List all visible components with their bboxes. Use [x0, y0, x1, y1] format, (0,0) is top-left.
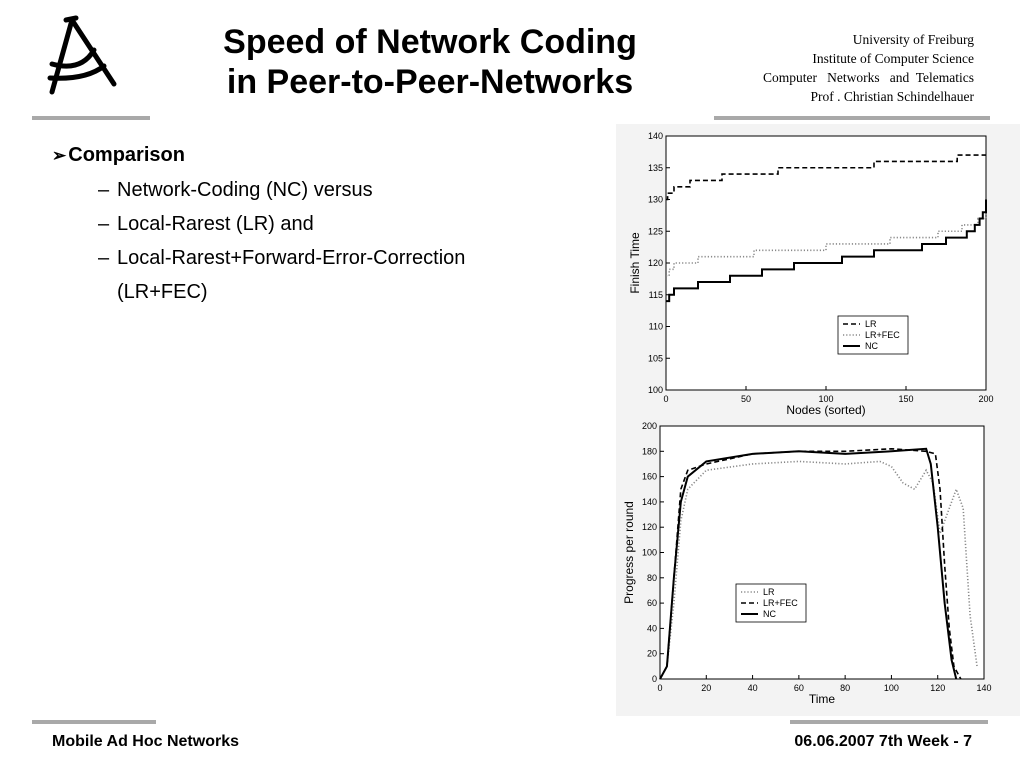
- x-tick-label: 20: [701, 683, 711, 693]
- y-tick-label: 20: [647, 649, 657, 659]
- x-tick-label: 100: [884, 683, 899, 693]
- x-tick-label: 40: [748, 683, 758, 693]
- institution-line: University of Freiburg: [852, 32, 974, 47]
- arrow-bullet-icon: ➢: [52, 146, 67, 165]
- y-tick-label: 140: [642, 497, 657, 507]
- y-axis-label: Finish Time: [628, 232, 642, 294]
- bullet-main: ➢ Comparison: [52, 138, 478, 173]
- footer-course: Mobile Ad Hoc Networks: [52, 733, 239, 750]
- x-tick-label: 200: [978, 394, 993, 404]
- x-tick-label: 120: [930, 683, 945, 693]
- y-tick-label: 120: [642, 522, 657, 532]
- y-tick-label: 60: [647, 598, 657, 608]
- footer-rule-right: [790, 720, 988, 724]
- series-line-nc: [666, 199, 987, 303]
- y-tick-label: 180: [642, 446, 657, 456]
- legend-label: NC: [865, 341, 878, 351]
- institution-block: University of Freiburg Institute of Comp…: [763, 30, 974, 106]
- dash-bullet-icon: –: [98, 213, 110, 235]
- x-axis-label: Nodes (sorted): [786, 403, 865, 417]
- slide-title-line-2: in Peer-to-Peer-Networks: [226, 63, 634, 101]
- series-line-lr-fec: [666, 212, 987, 277]
- legend-box: [735, 583, 807, 623]
- y-tick-label: 0: [652, 674, 657, 684]
- dash-bullet-icon: –: [98, 247, 110, 269]
- y-tick-label: 100: [642, 548, 657, 558]
- bullet-sub: – Network-Coding (NC) versus: [52, 173, 478, 207]
- slide-title: Speed of Network Coding in Peer-to-Peer-…: [160, 22, 700, 102]
- x-tick-label: 140: [976, 683, 991, 693]
- legend-label: LR: [865, 319, 877, 329]
- plot-frame: [659, 425, 985, 680]
- header-rule-right: [714, 116, 990, 120]
- footer-rule-left: [32, 720, 156, 724]
- bullet-sub: – Local-Rarest+Forward-Error-Correction (…: [52, 241, 478, 309]
- legend-label: LR+FEC: [865, 330, 900, 340]
- footer-date-page: 06.06.2007 7th Week - 7: [794, 733, 972, 750]
- y-axis-label: Progress per round: [622, 501, 636, 604]
- y-tick-label: 105: [648, 353, 663, 363]
- x-tick-label: 50: [741, 394, 751, 404]
- slide-title-line-1: Speed of Network Coding: [223, 23, 637, 61]
- y-tick-label: 130: [648, 195, 663, 205]
- x-tick-label: 150: [898, 394, 913, 404]
- y-tick-label: 125: [648, 226, 663, 236]
- x-axis-label: Time: [809, 692, 836, 706]
- x-tick-label: 80: [840, 683, 850, 693]
- bullet-main-text: Comparison: [68, 144, 185, 166]
- institution-line: Prof . Christian Schindelhauer: [810, 89, 974, 104]
- y-tick-label: 40: [647, 623, 657, 633]
- y-tick-label: 110: [649, 322, 663, 332]
- charts-svg: 0 50 100 150 200100105110115120125130135140N…: [622, 131, 994, 706]
- y-tick-label: 120: [648, 258, 663, 268]
- header-rule-left: [32, 116, 150, 120]
- x-tick-label: 0: [663, 394, 668, 404]
- y-tick-label: 140: [648, 131, 663, 141]
- y-tick-label: 80: [647, 573, 657, 583]
- bullet-list: ➢ Comparison – Network-Coding (NC) versus …: [52, 138, 478, 309]
- x-tick-label: 100: [818, 394, 833, 404]
- y-tick-label: 115: [649, 290, 663, 300]
- legend-label: NC: [763, 609, 776, 619]
- series-line-nc: [659, 447, 958, 680]
- y-tick-label: 160: [642, 472, 657, 482]
- legend-label: LR+FEC: [763, 598, 798, 608]
- series-line-lr: [666, 154, 986, 201]
- dash-bullet-icon: –: [98, 179, 110, 201]
- institution-line: Institute of Computer Science: [812, 51, 974, 66]
- legend-label: LR: [763, 587, 775, 597]
- institution-line: Computer Networks and Telematics: [762, 70, 974, 85]
- comparison-figure: 0 50 100 150 200 100 105 110 115 120 125 130 135 140 N…: [616, 124, 1020, 716]
- x-tick-label: 60: [794, 683, 804, 693]
- y-tick-label: 135: [648, 163, 663, 173]
- y-tick-label: 100: [648, 385, 663, 395]
- bullet-sub-text: Local-Rarest+Forward-Error-Correction (L…: [117, 247, 466, 303]
- y-tick-label: 200: [642, 421, 657, 431]
- bullet-sub-text: Network-Coding (NC) versus: [117, 179, 373, 201]
- bullet-sub: – Local-Rarest (LR) and: [52, 207, 478, 241]
- bullet-sub-text: Local-Rarest (LR) and: [117, 213, 314, 235]
- x-tick-label: 0: [657, 683, 662, 693]
- university-logo: [47, 15, 117, 95]
